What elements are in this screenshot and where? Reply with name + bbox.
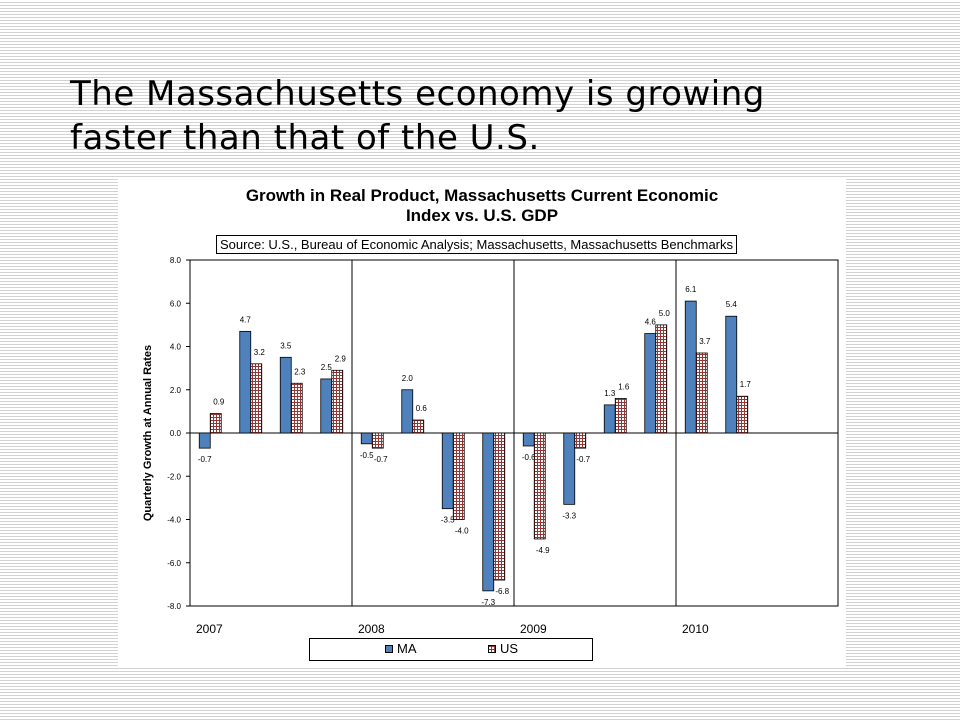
legend-swatch-ma [385,644,393,653]
x-year-label: 2010 [682,622,709,636]
data-label-ma: -0.5 [360,451,374,460]
y-tick-label: -8.0 [167,602,181,611]
data-label-us: 2.9 [335,354,347,363]
data-label-us: 0.6 [416,404,428,413]
data-label-ma: 2.0 [402,374,414,383]
bar-ma [198,432,211,449]
x-year-label: 2008 [358,622,385,636]
data-label-us: -4.0 [455,527,469,536]
bar-us [695,352,708,434]
data-label-ma: 4.7 [240,315,252,324]
bar-us [574,432,587,449]
bar-ma [725,315,738,434]
bar-us [655,324,668,434]
bar-us [250,363,263,434]
y-axis-label: Quarterly Growth at Annual Rates [142,345,154,521]
bar-us [331,369,344,434]
slide-title: The Massachusetts economy is growing fas… [70,72,870,160]
data-label-ma: 1.3 [604,389,616,398]
data-label-ma: 4.6 [645,318,657,327]
bar-us [209,413,222,434]
y-tick-label: -6.0 [167,559,181,568]
chart-title-line-1: Growth in Real Product, Massachusetts Cu… [245,186,719,205]
bar-ma [563,432,576,505]
data-label-ma: -0.7 [198,455,212,464]
bar-ma [482,432,495,592]
data-label-ma: -0.6 [522,453,536,462]
data-label-us: 3.2 [254,348,266,357]
chart-area: Growth in Real Product, Massachusetts Cu… [118,178,846,666]
bar-chart: 8.0 6.0 4.0 2.0 0.0 -2.0 -4.0 -6.0 -8.0 Quarterly… [142,256,839,636]
chart-legend: MA US [309,638,593,661]
bar-us [452,432,465,520]
legend-label-ma: MA [397,641,417,656]
slide-title-line-2: faster than that of the U.S. [70,118,540,158]
bar-us [736,395,749,434]
data-label-us: -0.7 [576,455,590,464]
y-tick-label: -2.0 [167,472,181,481]
bar-ma [279,356,292,434]
bar-us [290,382,303,434]
y-tick-label: 2.0 [170,386,182,395]
bar-us [533,432,546,540]
data-label-ma: 2.5 [321,363,333,372]
data-label-us: 5.0 [659,309,671,318]
chart-source-note: Source: U.S., Bureau of Economic Analysi… [216,235,737,254]
x-year-label: 2007 [196,622,223,636]
bar-ma [360,432,373,445]
data-label-ma: -3.5 [441,516,455,525]
data-label-us: -4.9 [536,546,550,555]
y-tick-label: 8.0 [170,256,182,265]
legend-label-us: US [500,641,519,656]
data-label-us: 2.3 [294,367,306,376]
bar-ma [320,378,333,434]
data-label-ma: -7.3 [481,598,495,607]
chart-title-line-2: Index vs. U.S. GDP [405,206,559,225]
legend-item-ma: MA [385,641,417,656]
bar-us [412,419,425,434]
data-label-ma: 3.5 [280,341,292,350]
legend-swatch-us [488,644,496,653]
y-tick-label: 6.0 [170,299,182,308]
data-label-ma: 5.4 [726,300,738,309]
x-year-label: 2009 [520,622,547,636]
data-label-ma: -3.3 [562,511,576,520]
bar-ma [239,330,252,434]
data-label-us: 3.7 [699,337,711,346]
bar-us [371,432,384,449]
data-label-us: -0.7 [374,455,388,464]
bar-ma [644,333,657,434]
y-tick-label: 0.0 [170,429,182,438]
bar-us [614,397,627,434]
y-tick-label: -4.0 [167,516,181,525]
data-label-us: 1.7 [740,380,752,389]
y-tick-label: 4.0 [170,343,182,352]
data-label-us: 1.6 [618,382,630,391]
data-label-us: -6.8 [495,587,509,596]
bar-ma [684,300,697,434]
data-label-us: 0.9 [213,398,225,407]
bar-ma [441,432,454,510]
bar-ma [603,404,616,434]
legend-item-us: US [488,641,518,656]
bar-ma [522,432,535,447]
slide-title-line-1: The Massachusetts economy is growing [70,74,765,114]
chart-title: Growth in Real Product, Massachusetts Cu… [118,186,846,226]
bar-ma [401,389,414,434]
bar-us [493,432,506,581]
data-label-ma: 6.1 [685,285,697,294]
